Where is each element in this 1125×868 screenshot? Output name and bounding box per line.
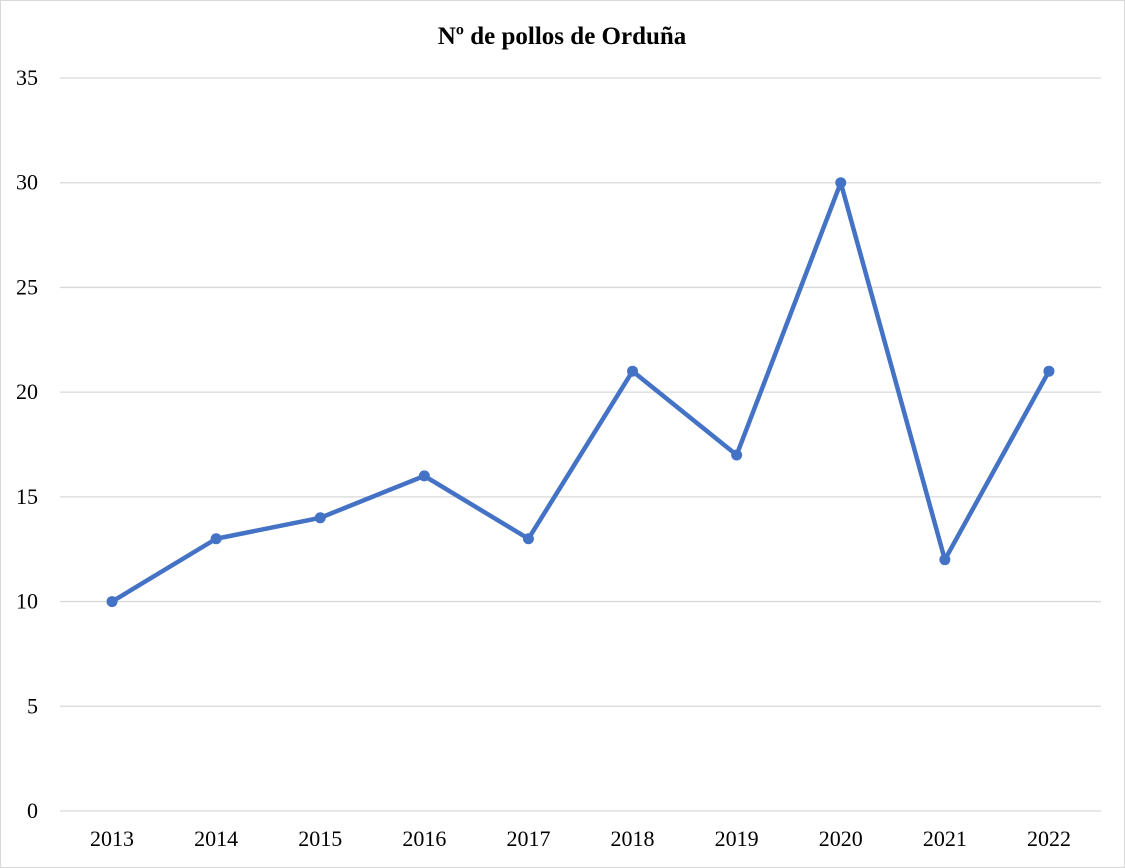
data-point-2017 [522, 533, 534, 545]
data-point-2020 [835, 177, 847, 189]
series [106, 177, 1055, 608]
x-tick-label-2015: 2015 [298, 826, 342, 851]
y-tick-label-5: 5 [27, 693, 38, 718]
data-point-2014 [210, 533, 222, 545]
x-tick-label-2021: 2021 [923, 826, 967, 851]
data-point-2022 [1043, 365, 1055, 377]
chart-title: Nº de pollos de Orduña [438, 23, 687, 50]
y-tick-label-35: 35 [16, 65, 38, 90]
y-tick-label-15: 15 [16, 484, 38, 509]
y-tick-label-30: 30 [16, 170, 38, 195]
data-point-2015 [314, 512, 326, 524]
y-tick-label-0: 0 [27, 798, 38, 823]
series-line-0 [109, 180, 1052, 604]
data-point-2021 [939, 554, 951, 566]
y-tick-label-25: 25 [16, 274, 38, 299]
data-point-2013 [106, 596, 118, 608]
x-tick-label-2014: 2014 [194, 826, 238, 851]
x-tick-label-2022: 2022 [1027, 826, 1071, 851]
x-tick-label-2019: 2019 [715, 826, 759, 851]
x-tick-label-2020: 2020 [819, 826, 863, 851]
data-point-2019 [731, 449, 743, 461]
x-axis-ticks: 2013 2014 2015 2016 2017 2018 2019 2020 2021 2022 [90, 826, 1071, 851]
data-point-2018 [627, 365, 639, 377]
x-tick-label-2018: 2018 [611, 826, 655, 851]
data-point-2016 [418, 470, 430, 482]
x-tick-label-2017: 2017 [506, 826, 550, 851]
x-tick-label-2013: 2013 [90, 826, 134, 851]
gridlines [60, 77, 1101, 812]
y-axis-ticks: 0 5 10 15 20 25 30 35 [16, 65, 38, 823]
x-tick-label-2016: 2016 [402, 826, 446, 851]
y-tick-label-20: 20 [16, 379, 38, 404]
y-tick-label-10: 10 [16, 589, 38, 614]
